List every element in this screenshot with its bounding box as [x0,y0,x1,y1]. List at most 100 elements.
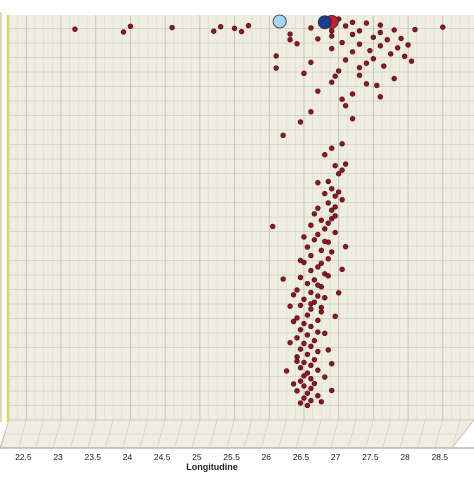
scatter-point [308,301,314,307]
scatter-point [311,277,318,283]
highlight-point [317,15,332,30]
scatter-point [169,24,175,31]
scatter-point [329,79,335,85]
scatter-point [304,280,311,287]
scatter-point [287,303,293,309]
scatter-point [301,70,307,77]
scatter-point [349,19,356,25]
scatter-point [311,356,318,363]
scatter-point [356,72,363,79]
scatter-point [322,294,328,301]
scatter-point [339,266,345,273]
scatter-point [304,351,311,358]
scatter-point [304,390,311,396]
scatter-point [322,190,328,197]
scatter-point [325,256,331,262]
scatter-point [342,161,349,167]
scatter-point [301,340,307,347]
scatter-point [315,264,321,270]
scatter-point [231,25,238,32]
x-tick-label: 26 [262,452,272,462]
scatter-point [294,315,300,321]
scatter-point [356,28,363,34]
scatter-point [318,309,325,315]
scatter-point [308,252,314,259]
scatter-point [280,276,286,282]
scatter-point [349,115,356,122]
scatter-point [332,204,338,210]
scatter-point [311,237,318,243]
scatter-point [322,152,328,158]
scatter-point [238,28,245,35]
scatter-point [342,23,349,29]
scatter-point [318,260,325,266]
scatter-point [315,348,321,355]
scatter-point [297,346,304,352]
x-tick-label: 25 [192,452,202,462]
scatter-point [377,43,384,49]
scatter-point [304,244,311,250]
scatter-point [301,359,307,366]
scatter-point [290,381,297,387]
scatter-point [349,91,356,97]
scatter-point [339,167,345,173]
scatter-point [318,304,325,311]
scatter-point [391,27,397,33]
highlight-points [272,14,339,30]
scatter-point [384,37,390,43]
scatter-point [405,42,411,48]
scatter-point [329,361,335,367]
scatter-point [370,34,377,40]
data-points [72,16,446,409]
scatter-point [339,39,345,46]
scatter-point [294,335,300,341]
highlight-point [272,14,287,29]
scatter-point [273,65,279,71]
scatter-point [308,306,314,312]
scatter-point [311,211,318,217]
scatter-point [363,60,370,66]
scatter-point [408,58,415,64]
scatter-point [394,45,401,51]
scatter-point [311,337,318,344]
scatter-point [318,247,325,254]
scatter-point [217,24,224,30]
x-tick-label: 26.5 [293,452,310,462]
scatter-point [374,82,380,89]
scatter-point [363,20,370,26]
scatter-point [363,81,370,87]
scatter-point [377,22,384,28]
scatter-point [297,119,304,125]
scatter-point [329,28,335,34]
scatter-point [304,332,311,338]
grid-lines [0,15,474,449]
scatter-point [370,56,377,62]
scatter-point [342,243,349,250]
scatter-point [301,373,307,379]
scatter-point [294,354,300,360]
scatter-point [297,257,304,264]
x-tick-label: 24 [123,452,133,462]
scatter-point [325,220,331,226]
scatter-point [72,26,78,32]
scatter-point [211,28,217,34]
scatter-point [304,370,311,376]
scatter-point [329,145,335,151]
scatter-point [308,343,314,349]
scatter-point [339,96,345,102]
scatter-point [332,193,338,199]
scatter-point [329,186,335,192]
scatter-point [280,132,286,138]
x-axis-label: Longitudine [186,462,238,472]
scatter-point [381,63,387,69]
scatter-point [297,274,304,281]
scatter-point [315,88,321,94]
scatter-point [120,29,127,35]
x-tick-label: 28 [400,452,410,462]
scatter-point [329,387,335,394]
x-tick-label: 25.5 [223,452,240,462]
scatter-point [297,365,304,371]
scatter-point [287,31,293,37]
